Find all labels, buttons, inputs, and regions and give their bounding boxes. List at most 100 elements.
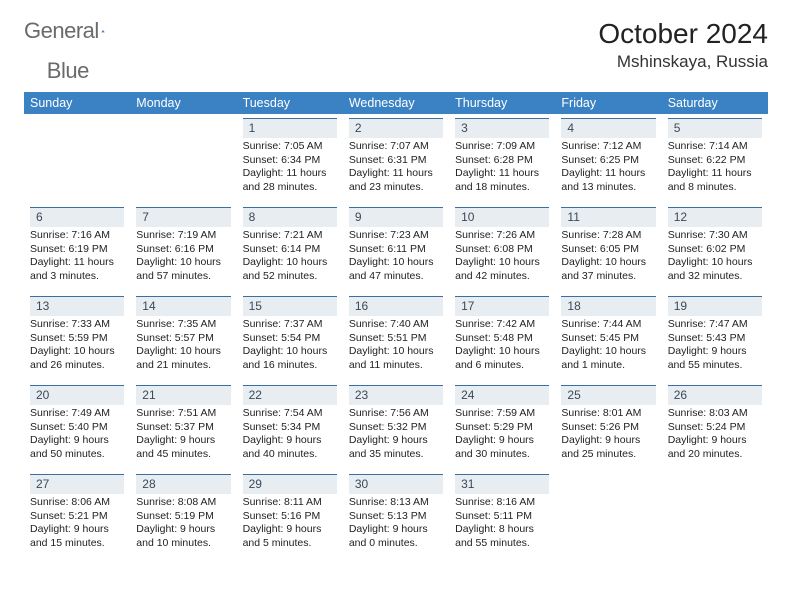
daylight-text: and 1 minute. — [561, 359, 655, 372]
day-number: 2 — [349, 118, 443, 138]
sunrise-text: Sunrise: 7:47 AM — [668, 318, 762, 331]
day-cell: 12Sunrise: 7:30 AMSunset: 6:02 PMDayligh… — [662, 203, 768, 292]
day-cell: 4Sunrise: 7:12 AMSunset: 6:25 PMDaylight… — [555, 114, 661, 203]
day-cell: 27Sunrise: 8:06 AMSunset: 5:21 PMDayligh… — [24, 470, 130, 559]
daylight-text: Daylight: 10 hours — [349, 256, 443, 269]
day-number: 17 — [455, 296, 549, 316]
day-cell: 19Sunrise: 7:47 AMSunset: 5:43 PMDayligh… — [662, 292, 768, 381]
daylight-text: Daylight: 11 hours — [561, 167, 655, 180]
sunset-text: Sunset: 5:40 PM — [30, 421, 124, 434]
weekday-thu: Thursday — [449, 92, 555, 114]
brand-logo: General — [24, 18, 125, 44]
sunrise-text: Sunrise: 7:28 AM — [561, 229, 655, 242]
day-number: 20 — [30, 385, 124, 405]
day-number: 3 — [455, 118, 549, 138]
daylight-text: and 35 minutes. — [349, 448, 443, 461]
daylight-text: Daylight: 10 hours — [561, 256, 655, 269]
day-cell: 20Sunrise: 7:49 AMSunset: 5:40 PMDayligh… — [24, 381, 130, 470]
daylight-text: and 11 minutes. — [349, 359, 443, 372]
sunset-text: Sunset: 5:54 PM — [243, 332, 337, 345]
sunrise-text: Sunrise: 8:08 AM — [136, 496, 230, 509]
daylight-text: and 25 minutes. — [561, 448, 655, 461]
sunset-text: Sunset: 5:45 PM — [561, 332, 655, 345]
daylight-text: and 37 minutes. — [561, 270, 655, 283]
month-title: October 2024 — [598, 18, 768, 50]
day-cell: 2Sunrise: 7:07 AMSunset: 6:31 PMDaylight… — [343, 114, 449, 203]
sunset-text: Sunset: 5:32 PM — [349, 421, 443, 434]
day-cell: 10Sunrise: 7:26 AMSunset: 6:08 PMDayligh… — [449, 203, 555, 292]
sunrise-text: Sunrise: 7:16 AM — [30, 229, 124, 242]
day-cell: 16Sunrise: 7:40 AMSunset: 5:51 PMDayligh… — [343, 292, 449, 381]
daylight-text: and 57 minutes. — [136, 270, 230, 283]
sunrise-text: Sunrise: 7:05 AM — [243, 140, 337, 153]
daylight-text: Daylight: 10 hours — [136, 256, 230, 269]
daylight-text: Daylight: 10 hours — [30, 345, 124, 358]
day-cell: 3Sunrise: 7:09 AMSunset: 6:28 PMDaylight… — [449, 114, 555, 203]
sunrise-text: Sunrise: 7:40 AM — [349, 318, 443, 331]
day-number: 4 — [561, 118, 655, 138]
daylight-text: Daylight: 10 hours — [561, 345, 655, 358]
sunset-text: Sunset: 5:37 PM — [136, 421, 230, 434]
day-cell — [24, 114, 130, 203]
day-cell — [130, 114, 236, 203]
daylight-text: Daylight: 9 hours — [243, 523, 337, 536]
day-number: 22 — [243, 385, 337, 405]
daylight-text: and 6 minutes. — [455, 359, 549, 372]
daylight-text: Daylight: 9 hours — [349, 434, 443, 447]
day-cell: 24Sunrise: 7:59 AMSunset: 5:29 PMDayligh… — [449, 381, 555, 470]
daylight-text: and 3 minutes. — [30, 270, 124, 283]
daylight-text: and 13 minutes. — [561, 181, 655, 194]
sunset-text: Sunset: 6:34 PM — [243, 154, 337, 167]
sunset-text: Sunset: 5:48 PM — [455, 332, 549, 345]
daylight-text: Daylight: 11 hours — [455, 167, 549, 180]
day-cell — [555, 470, 661, 559]
daylight-text: Daylight: 10 hours — [349, 345, 443, 358]
sunrise-text: Sunrise: 7:12 AM — [561, 140, 655, 153]
day-number: 10 — [455, 207, 549, 227]
daylight-text: and 55 minutes. — [668, 359, 762, 372]
day-number: 13 — [30, 296, 124, 316]
sunrise-text: Sunrise: 7:14 AM — [668, 140, 762, 153]
day-number: 11 — [561, 207, 655, 227]
brand-name-b: Blue — [47, 58, 89, 84]
daylight-text: and 16 minutes. — [243, 359, 337, 372]
day-cell: 30Sunrise: 8:13 AMSunset: 5:13 PMDayligh… — [343, 470, 449, 559]
daylight-text: and 32 minutes. — [668, 270, 762, 283]
daylight-text: and 23 minutes. — [349, 181, 443, 194]
daylight-text: Daylight: 9 hours — [30, 523, 124, 536]
weekday-header: Sunday Monday Tuesday Wednesday Thursday… — [24, 92, 768, 114]
daylight-text: Daylight: 9 hours — [561, 434, 655, 447]
sunrise-text: Sunrise: 7:35 AM — [136, 318, 230, 331]
daylight-text: Daylight: 10 hours — [455, 256, 549, 269]
sunrise-text: Sunrise: 8:11 AM — [243, 496, 337, 509]
weekday-sat: Saturday — [662, 92, 768, 114]
day-number: 12 — [668, 207, 762, 227]
day-number: 26 — [668, 385, 762, 405]
weekday-tue: Tuesday — [237, 92, 343, 114]
day-cell: 11Sunrise: 7:28 AMSunset: 6:05 PMDayligh… — [555, 203, 661, 292]
sunrise-text: Sunrise: 7:23 AM — [349, 229, 443, 242]
daylight-text: and 55 minutes. — [455, 537, 549, 550]
daylight-text: Daylight: 10 hours — [668, 256, 762, 269]
day-number: 1 — [243, 118, 337, 138]
day-cell: 31Sunrise: 8:16 AMSunset: 5:11 PMDayligh… — [449, 470, 555, 559]
daylight-text: Daylight: 11 hours — [349, 167, 443, 180]
sunset-text: Sunset: 6:28 PM — [455, 154, 549, 167]
calendar-body: 1 Sunrise: 7:05 AMSunset: 6:34 PM Daylight… — [24, 114, 768, 559]
daylight-text: Daylight: 9 hours — [455, 434, 549, 447]
day-cell: 9Sunrise: 7:23 AMSunset: 6:11 PMDaylight… — [343, 203, 449, 292]
sunset-text: Sunset: 6:16 PM — [136, 243, 230, 256]
daylight-text: Daylight: 11 hours — [30, 256, 124, 269]
weekday-mon: Monday — [130, 92, 236, 114]
day-number: 30 — [349, 474, 443, 494]
daylight-text: Daylight: 8 hours — [455, 523, 549, 536]
sunrise-text: Sunrise: 7:42 AM — [455, 318, 549, 331]
sunrise-text: Sunrise: 7:59 AM — [455, 407, 549, 420]
daylight-text: Daylight: 9 hours — [668, 345, 762, 358]
title-block: October 2024 Mshinskaya, Russia — [598, 18, 768, 72]
sunset-text: Sunset: 6:08 PM — [455, 243, 549, 256]
sunset-text: Sunset: 5:43 PM — [668, 332, 762, 345]
day-number: 6 — [30, 207, 124, 227]
sunset-text: Sunset: 6:11 PM — [349, 243, 443, 256]
day-cell: 1Sunrise: 7:05 AMSunset: 6:34 PMDaylight… — [237, 114, 343, 203]
